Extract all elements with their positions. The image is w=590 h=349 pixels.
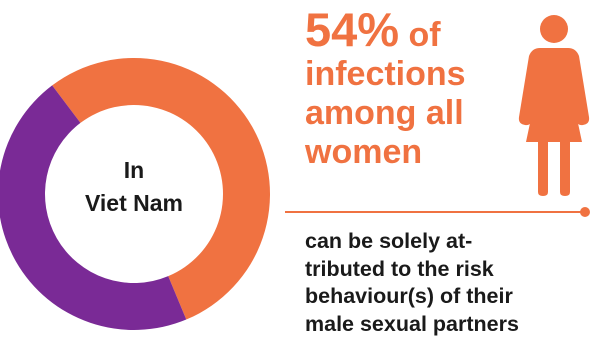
donut-center-label: In Viet Nam [54, 154, 214, 220]
center-label-line2: Viet Nam [84, 190, 183, 216]
subtext-line4: male sexual partners [305, 311, 519, 336]
donut-slice-orange [52, 57, 271, 320]
woman-icon [518, 15, 590, 196]
headline-percent: 54% [305, 3, 400, 56]
headline-line3: among all [305, 94, 464, 132]
donut-chart [0, 57, 271, 330]
subtext-line2: tributed to the risk [305, 256, 494, 281]
headline-line4: women [305, 133, 423, 171]
subtext: can be solely at- tributed to the risk b… [305, 228, 590, 338]
subtext-line1: can be solely at- [305, 229, 473, 253]
headline-line1: 54% of [305, 6, 505, 55]
headline-of: of [399, 16, 441, 54]
donut-slices [0, 57, 271, 330]
donut-slice-purple [0, 85, 187, 330]
divider-line [285, 211, 585, 213]
center-label-line1: In [123, 157, 145, 183]
subtext-line3: behaviour(s) of their [305, 284, 513, 308]
divider-dot [580, 207, 590, 217]
headline: 54% of infections among all women [305, 6, 505, 172]
headline-line2: infections [305, 55, 466, 93]
